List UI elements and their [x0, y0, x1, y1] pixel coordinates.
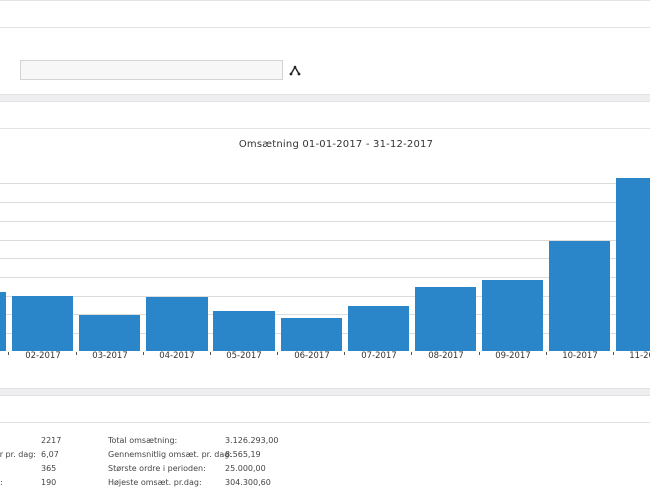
- x-tick: [277, 352, 278, 355]
- gridline: [0, 221, 650, 222]
- stat-value: 190: [41, 478, 57, 487]
- x-label: 03-2017: [92, 351, 128, 361]
- x-label: 09-2017: [495, 351, 531, 361]
- x-label: 05-2017: [226, 351, 262, 361]
- bar-07-2017[interactable]: [348, 306, 409, 351]
- divider: [0, 0, 650, 1]
- stat-label: r pr. dag:: [0, 450, 36, 459]
- gridline: [0, 296, 650, 297]
- filter-input[interactable]: [20, 60, 283, 80]
- bar-10-2017[interactable]: [549, 241, 610, 351]
- stat-value: 2217: [41, 436, 62, 445]
- x-tick: [210, 352, 211, 355]
- x-label: 04-2017: [159, 351, 195, 361]
- gridline: [0, 258, 650, 259]
- bar-06-2017[interactable]: [281, 318, 342, 351]
- x-label: 02-2017: [25, 351, 61, 361]
- stat-label: Højeste omsæt. pr.dag:: [108, 478, 202, 487]
- section-separator: [0, 388, 650, 396]
- x-tick: [8, 352, 9, 355]
- bar-03-2017[interactable]: [79, 315, 140, 351]
- x-tick: [546, 352, 547, 355]
- stat-label: Gennemsnitlig omsæt. pr. dag:: [108, 450, 233, 459]
- collapse-chevron-icon[interactable]: [288, 63, 302, 77]
- x-tick: [411, 352, 412, 355]
- stat-label: s:: [0, 478, 3, 487]
- x-label: 11-2017: [629, 351, 650, 361]
- bar-09-2017[interactable]: [482, 280, 543, 351]
- bar-04-2017[interactable]: [146, 297, 208, 351]
- gridline: [0, 240, 650, 241]
- stat-label: Total omsætning:: [108, 436, 178, 445]
- divider: [0, 422, 650, 423]
- x-label: 06-2017: [294, 351, 330, 361]
- stat-value: 25.000,00: [225, 464, 266, 473]
- stat-label: Største ordre i perioden:: [108, 464, 206, 473]
- bar-05-2017[interactable]: [213, 311, 275, 351]
- x-tick: [479, 352, 480, 355]
- stat-value: 3.126.293,00: [225, 436, 279, 445]
- chart-title: Omsætning 01-01-2017 - 31-12-2017: [238, 139, 434, 150]
- bar-08-2017[interactable]: [415, 287, 476, 351]
- x-tick: [344, 352, 345, 355]
- x-label: 08-2017: [428, 351, 464, 361]
- stat-value: 365: [41, 464, 57, 473]
- stat-value: 304.300,60: [225, 478, 271, 487]
- gridline: [0, 314, 650, 315]
- bar-chart: 02-2017 03-2017 04-2017 05-2017 06-2017 …: [0, 165, 650, 365]
- divider: [0, 128, 650, 129]
- x-tick: [76, 352, 77, 355]
- stat-label: [0, 436, 36, 450]
- x-label: 10-2017: [562, 351, 598, 361]
- divider: [0, 27, 650, 28]
- gridline: [0, 183, 650, 184]
- gridline: [0, 202, 650, 203]
- gridline: [0, 277, 650, 278]
- x-tick: [613, 352, 614, 355]
- stat-label: [0, 464, 36, 478]
- bar-01-2017[interactable]: [0, 292, 6, 351]
- stat-value: 8.565,19: [225, 450, 261, 459]
- section-separator: [0, 94, 650, 102]
- bar-02-2017[interactable]: [12, 296, 73, 351]
- x-label: 07-2017: [361, 351, 397, 361]
- x-tick: [143, 352, 144, 355]
- bar-11-2017[interactable]: [616, 178, 650, 351]
- stat-value: 6,07: [41, 450, 59, 459]
